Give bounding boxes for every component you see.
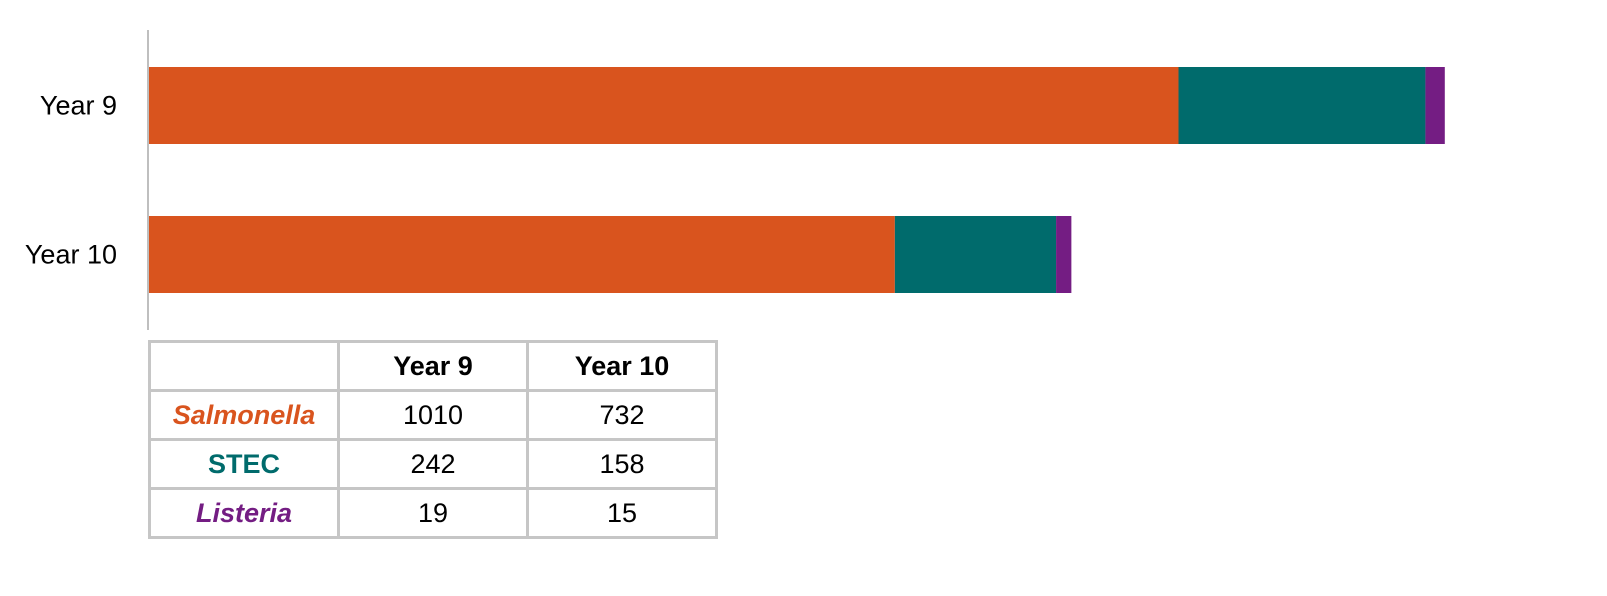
table-column-header: Year 9 [337,340,529,392]
table-column-header: Year 10 [526,340,718,392]
bar-salmonella-year-9 [148,67,1179,144]
bar-group [148,67,1445,293]
data-table: Year 9 Year 10 Salmonella 1010 732 STEC 242 158… [148,340,718,539]
series-name-cell: Salmonella [148,389,340,441]
bar-stec-year-9 [1178,67,1426,144]
category-label: Year 10 [25,240,117,270]
series-name-cell: Listeria [148,487,340,539]
bar-salmonella-year-10 [148,216,895,293]
table-row: STEC 242 158 [148,438,718,490]
table-corner-cell [148,340,340,392]
data-value-cell: 19 [337,487,529,539]
data-value-cell: 732 [526,389,718,441]
bar-listeria-year-9 [1425,67,1445,144]
data-value-cell: 242 [337,438,529,490]
data-value-cell: 158 [526,438,718,490]
data-value-cell: 15 [526,487,718,539]
stacked-bar-chart: Year 9 Year 10 [25,30,1445,330]
table-row: Salmonella 1010 732 [148,389,718,441]
series-name-cell: STEC [148,438,340,490]
data-value-cell: 1010 [337,389,529,441]
table-header-row: Year 9 Year 10 [148,340,718,392]
category-label: Year 9 [40,91,117,121]
bar-stec-year-10 [894,216,1057,293]
category-labels: Year 9 Year 10 [25,91,117,270]
table-row: Listeria 19 15 [148,487,718,539]
bar-listeria-year-10 [1056,216,1072,293]
